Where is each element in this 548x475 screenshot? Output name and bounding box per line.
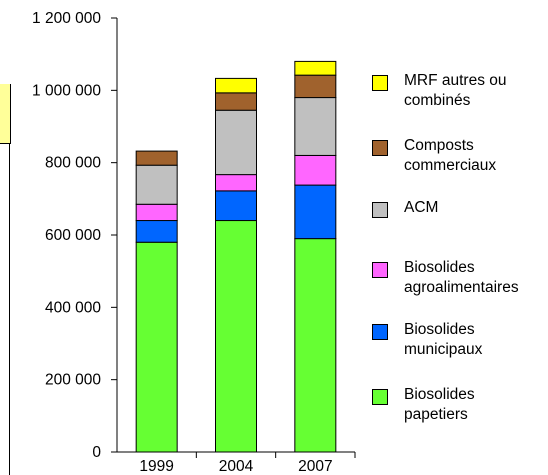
legend-swatch-acm (372, 202, 388, 218)
legend-swatch-agroalimentaires (372, 262, 388, 278)
y-tick-label: 1 000 000 (32, 82, 101, 99)
legend-swatch-composts (372, 140, 388, 156)
legend-swatch-papetiers (372, 389, 388, 405)
x-tick-label: 2004 (219, 458, 254, 475)
bar-segment (135, 164, 178, 205)
bar-segment (294, 60, 337, 76)
bar-segment (294, 154, 337, 186)
x-tick-label: 1999 (139, 458, 173, 475)
adjacent-panel-highlight (0, 84, 11, 144)
bar-segment (135, 241, 178, 453)
bar-segment (215, 77, 257, 94)
y-tick-label: 200 000 (45, 372, 101, 389)
legend-label-municipaux: Biosolides municipaux (404, 321, 483, 358)
legend-label-papetiers: Biosolides papetiers (404, 386, 475, 423)
bar-segment (135, 150, 178, 166)
bar-segment (294, 97, 337, 156)
y-tick-label: 0 (92, 444, 101, 461)
legend-label-agroalimentaires: Biosolides agroalimentaires (404, 259, 519, 296)
bar-segment (215, 174, 257, 192)
y-tick-label: 800 000 (45, 155, 101, 172)
legend-label-mrf: MRF autres ou combinés (404, 72, 507, 109)
bar-segment (135, 203, 178, 222)
bar-segment (215, 109, 257, 176)
legend-label-acm: ACM (404, 199, 439, 216)
bar-segment (294, 74, 337, 99)
bar-segment (135, 220, 178, 243)
y-tick-label: 600 000 (45, 227, 101, 244)
bar-segment (294, 238, 337, 453)
chart-legend: MRF autres ou combinés Composts commerci… (372, 0, 548, 475)
bar-segment (215, 190, 257, 222)
adjacent-panel-edge (0, 84, 10, 475)
legend-swatch-municipaux (372, 324, 388, 340)
y-tick-label: 1 200 000 (32, 10, 101, 27)
y-tick-label: 400 000 (45, 299, 101, 316)
bar-segment (215, 92, 257, 111)
plot-area: 0 200 000 400 000 600 000 800 000 1 000 000 1 … (32, 10, 356, 475)
legend-label-composts: Composts commerciaux (404, 137, 497, 174)
x-tick-label: 2007 (298, 458, 332, 475)
bar-segment (294, 184, 337, 240)
bar-segment (215, 220, 257, 453)
legend-swatch-mrf (372, 75, 388, 91)
